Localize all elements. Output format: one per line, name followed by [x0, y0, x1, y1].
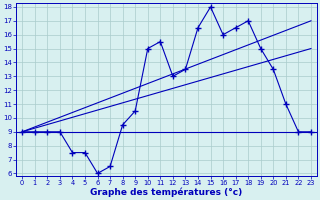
X-axis label: Graphe des températures (°c): Graphe des températures (°c)	[91, 188, 243, 197]
